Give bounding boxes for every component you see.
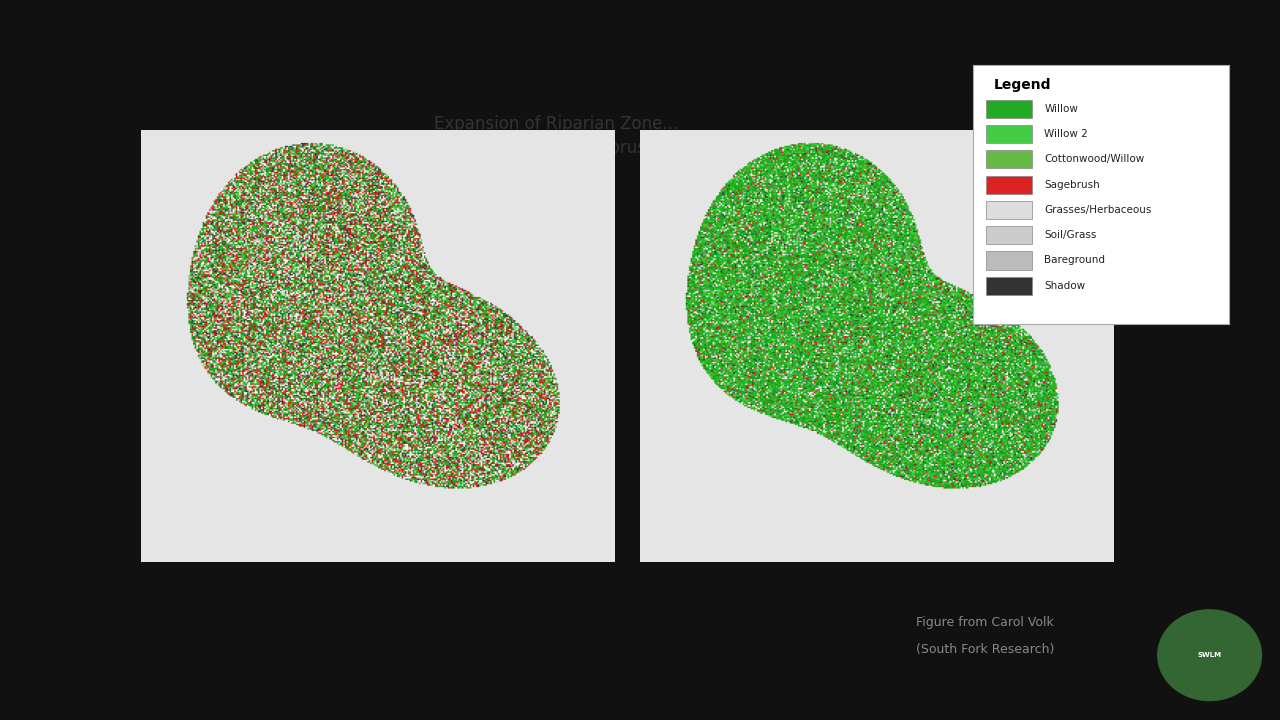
Text: 2005: 2005 <box>285 498 349 522</box>
FancyBboxPatch shape <box>986 251 1032 269</box>
Text: SWLM: SWLM <box>1198 652 1221 658</box>
Text: REALLY? KILLING SAGE BRUSH?: REALLY? KILLING SAGE BRUSH? <box>372 63 1010 96</box>
Circle shape <box>1158 610 1261 701</box>
Text: (South Fork Research): (South Fork Research) <box>916 644 1055 657</box>
Text: Sagebrush: Sagebrush <box>1044 180 1101 189</box>
Text: (Before): (Before) <box>285 533 376 552</box>
Text: Figure from Carol Volk: Figure from Carol Volk <box>916 616 1055 629</box>
Text: Grasses/Herbaceous: Grasses/Herbaceous <box>1044 205 1152 215</box>
Text: Willow 2: Willow 2 <box>1044 129 1088 139</box>
FancyBboxPatch shape <box>986 176 1032 194</box>
Text: Cottonwood/Willow: Cottonwood/Willow <box>1044 154 1144 164</box>
Text: Retraction of Sagebrush: Retraction of Sagebrush <box>456 139 657 157</box>
FancyBboxPatch shape <box>986 100 1032 118</box>
Text: & after 2009 treatment: & after 2009 treatment <box>207 623 434 642</box>
Text: Expansion of Riparian Zone...: Expansion of Riparian Zone... <box>434 114 678 132</box>
Text: (After): (After) <box>724 533 799 552</box>
FancyBboxPatch shape <box>986 226 1032 244</box>
Text: Bareground: Bareground <box>1044 256 1106 266</box>
FancyBboxPatch shape <box>986 201 1032 219</box>
Text: Shadow: Shadow <box>1044 281 1085 291</box>
FancyBboxPatch shape <box>986 276 1032 295</box>
Text: Repeat high resolution (10 cm) imagery before: Repeat high resolution (10 cm) imagery b… <box>207 581 666 600</box>
FancyBboxPatch shape <box>986 150 1032 168</box>
Text: 2010: 2010 <box>724 498 788 522</box>
Text: •: • <box>161 581 177 606</box>
Text: Legend: Legend <box>993 78 1051 91</box>
Text: Willow: Willow <box>1044 104 1078 114</box>
Text: Soil/Grass: Soil/Grass <box>1044 230 1097 240</box>
FancyBboxPatch shape <box>986 125 1032 143</box>
